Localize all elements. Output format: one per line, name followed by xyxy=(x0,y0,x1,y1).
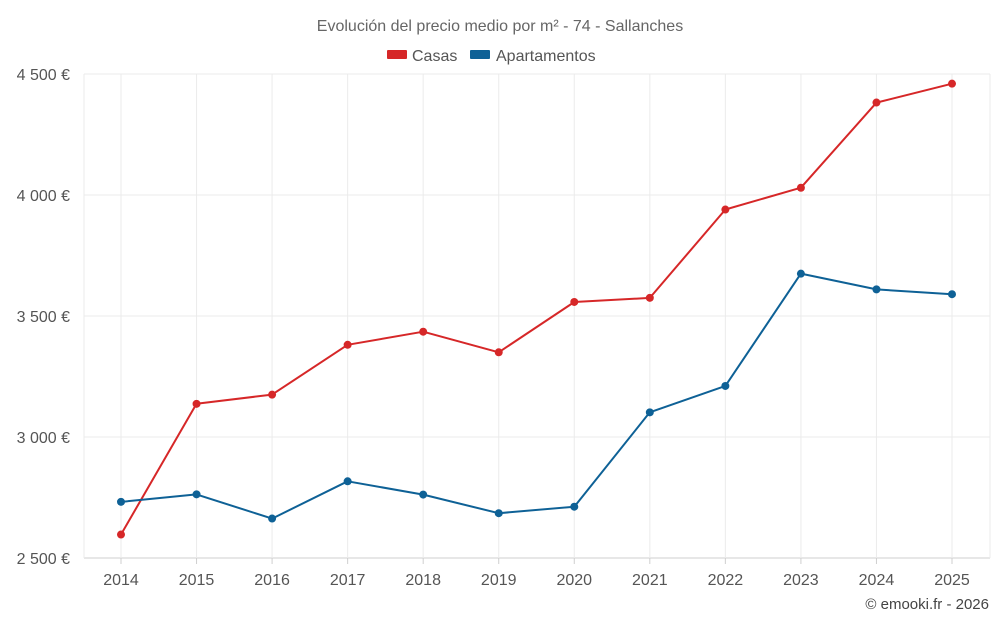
x-tick-label: 2015 xyxy=(179,572,215,589)
data-point-casas[interactable] xyxy=(117,530,125,539)
data-point-casas[interactable] xyxy=(796,183,805,192)
x-tick-label: 2017 xyxy=(330,572,366,589)
x-tick-label: 2019 xyxy=(481,572,517,589)
y-tick-label: 2 500 € xyxy=(17,551,70,568)
data-point-apartamentos[interactable] xyxy=(343,477,352,486)
data-point-apartamentos[interactable] xyxy=(948,290,956,299)
data-point-casas[interactable] xyxy=(343,340,352,349)
data-point-apartamentos[interactable] xyxy=(796,269,805,278)
data-point-casas[interactable] xyxy=(872,98,881,107)
x-tick-label: 2023 xyxy=(783,572,819,589)
data-point-apartamentos[interactable] xyxy=(494,509,503,518)
data-point-casas[interactable] xyxy=(948,79,956,88)
data-point-casas[interactable] xyxy=(494,348,503,357)
legend-label-apartamentos: Apartamentos xyxy=(496,48,596,65)
y-tick-label: 4 000 € xyxy=(17,188,70,205)
data-point-casas[interactable] xyxy=(570,297,579,306)
data-series xyxy=(117,79,956,539)
data-point-casas[interactable] xyxy=(192,399,201,408)
credit-text: © emooki.fr - 2026 xyxy=(865,596,989,613)
legend-item-casas[interactable]: Casas xyxy=(387,48,457,65)
data-point-casas[interactable] xyxy=(419,327,428,336)
x-tick-label: 2016 xyxy=(254,572,290,589)
data-point-apartamentos[interactable] xyxy=(117,497,125,506)
data-point-casas[interactable] xyxy=(268,390,277,399)
series-line-apartamentos xyxy=(120,272,953,520)
data-point-apartamentos[interactable] xyxy=(192,490,201,499)
x-axis-ticks: 2014 2015 2016 2017 2018 2019 2020 2021 2022 2023… xyxy=(103,572,970,589)
series-line-casas xyxy=(120,82,953,536)
data-point-casas[interactable] xyxy=(645,293,654,302)
data-point-apartamentos[interactable] xyxy=(570,502,579,511)
y-tick-label: 4 500 € xyxy=(17,67,70,84)
x-tick-label: 2022 xyxy=(708,572,744,589)
x-tick-label: 2021 xyxy=(632,572,668,589)
x-tick-label: 2018 xyxy=(405,572,441,589)
chart-title: Evolución del precio medio por m² - 74 -… xyxy=(317,18,683,35)
legend-swatch-apartamentos xyxy=(470,50,490,59)
legend-label-casas: Casas xyxy=(412,48,457,65)
legend-swatch-casas xyxy=(387,50,407,59)
data-point-apartamentos[interactable] xyxy=(268,514,277,523)
y-tick-label: 3 000 € xyxy=(17,430,70,447)
x-tick-label: 2020 xyxy=(556,572,592,589)
x-tick-label: 2025 xyxy=(934,572,970,589)
x-tick-label: 2014 xyxy=(103,572,139,589)
y-tick-label: 3 500 € xyxy=(17,309,70,326)
grid-lines xyxy=(83,73,991,564)
data-point-apartamentos[interactable] xyxy=(721,381,730,390)
data-point-casas[interactable] xyxy=(721,205,730,214)
data-point-apartamentos[interactable] xyxy=(872,285,881,294)
data-point-apartamentos[interactable] xyxy=(419,490,428,499)
x-tick-label: 2024 xyxy=(859,572,895,589)
legend-item-apartamentos[interactable]: Apartamentos xyxy=(470,48,596,65)
legend: Casas Apartamentos xyxy=(387,48,596,65)
data-point-apartamentos[interactable] xyxy=(645,408,654,417)
y-axis-ticks: 2 500 € 3 000 € 3 500 € 4 000 € 4 500 € xyxy=(17,67,70,568)
